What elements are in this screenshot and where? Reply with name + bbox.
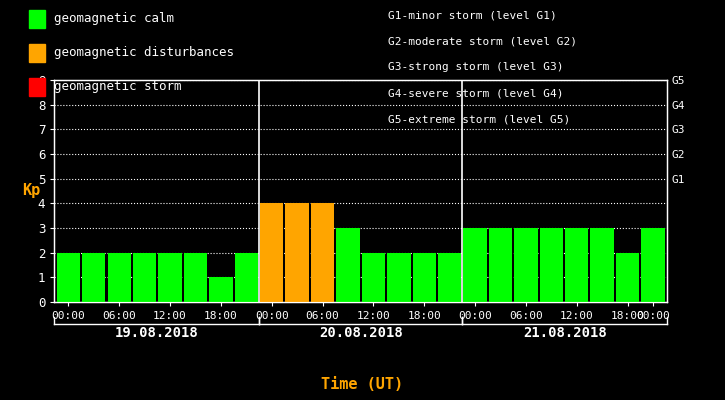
Text: G1-minor storm (level G1): G1-minor storm (level G1)	[388, 10, 557, 20]
Bar	[463, 228, 486, 302]
Bar	[387, 253, 410, 302]
Bar	[362, 253, 385, 302]
Bar	[336, 228, 360, 302]
Bar	[286, 203, 309, 302]
Bar	[183, 253, 207, 302]
Bar	[260, 203, 283, 302]
Bar	[107, 253, 131, 302]
Text: 19.08.2018: 19.08.2018	[115, 326, 199, 340]
Bar	[311, 203, 334, 302]
Text: G4-severe storm (level G4): G4-severe storm (level G4)	[388, 88, 563, 98]
Bar	[642, 228, 665, 302]
Bar	[489, 228, 512, 302]
Text: G2-moderate storm (level G2): G2-moderate storm (level G2)	[388, 36, 577, 46]
Text: 20.08.2018: 20.08.2018	[319, 326, 402, 340]
Bar	[539, 228, 563, 302]
Bar	[565, 228, 589, 302]
Text: 21.08.2018: 21.08.2018	[523, 326, 607, 340]
Bar	[133, 253, 157, 302]
Text: geomagnetic disturbances: geomagnetic disturbances	[54, 46, 233, 59]
Bar	[413, 253, 436, 302]
Bar	[158, 253, 182, 302]
Bar	[57, 253, 80, 302]
Text: Time (UT): Time (UT)	[321, 377, 404, 392]
Bar	[235, 253, 258, 302]
Bar	[616, 253, 639, 302]
Text: geomagnetic storm: geomagnetic storm	[54, 80, 181, 93]
Text: geomagnetic calm: geomagnetic calm	[54, 12, 174, 25]
Bar	[210, 277, 233, 302]
Bar	[590, 228, 614, 302]
Text: G5-extreme storm (level G5): G5-extreme storm (level G5)	[388, 114, 570, 124]
Bar	[514, 228, 538, 302]
Text: G3-strong storm (level G3): G3-strong storm (level G3)	[388, 62, 563, 72]
Bar	[82, 253, 105, 302]
Y-axis label: Kp: Kp	[22, 184, 40, 198]
Bar	[438, 253, 461, 302]
